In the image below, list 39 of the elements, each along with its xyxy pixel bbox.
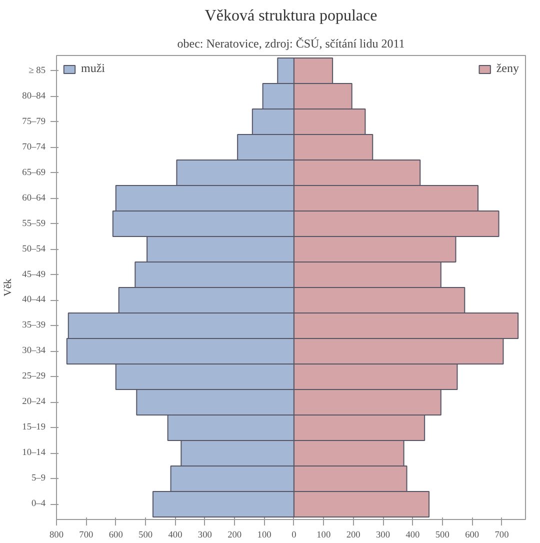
x-tick-label: 400 (168, 530, 183, 540)
x-tick-label: 500 (138, 530, 153, 540)
x-tick-label: 300 (376, 530, 390, 540)
y-tick-label: 35–39 (22, 320, 46, 331)
y-tick-label: 60–64 (22, 193, 46, 204)
x-tick-label: 200 (346, 530, 361, 540)
x-tick-label: 400 (406, 530, 420, 540)
y-tick-label: 45–49 (22, 270, 46, 280)
x-tick-label: 500 (435, 530, 450, 540)
y-tick-label: ≥ 85 (28, 66, 46, 76)
x-tick-label: 200 (228, 530, 242, 540)
y-tick-label: 5–9 (32, 474, 46, 484)
y-tick-label: 80–84 (22, 91, 46, 102)
y-tick-label: 25–29 (22, 372, 46, 382)
y-axis-title: Věk (3, 278, 14, 296)
y-tick-label: 0–4 (32, 499, 46, 510)
x-tick-label: 300 (198, 530, 212, 540)
legend-label: ženy (496, 61, 519, 76)
y-tick-label: 20–24 (22, 397, 46, 408)
y-tick-label: 30–34 (22, 346, 46, 356)
y-tick-label: 75–79 (22, 116, 46, 127)
x-tick-label: 800 (50, 530, 64, 540)
x-tick-label: 100 (257, 530, 272, 540)
x-tick-label: 600 (108, 530, 124, 540)
x-tick-label: 0 (292, 530, 297, 540)
chart-title: Věková struktura populace (204, 8, 378, 24)
chart-subtitle: obec: Neratovice, zdroj: ČSÚ, sčítání lidu 2011 (177, 36, 405, 50)
y-tick-label: 10–14 (22, 448, 46, 458)
y-tick-label: 40–44 (22, 295, 46, 306)
y-tick-label: 55–59 (22, 218, 46, 229)
y-tick-label: 65–69 (22, 168, 46, 178)
x-tick-label: 700 (494, 530, 510, 540)
x-tick-label: 700 (79, 530, 94, 540)
y-tick-label: 15–19 (22, 422, 46, 433)
x-tick-label: 600 (465, 530, 480, 540)
legend-label: muži (81, 61, 105, 76)
y-tick-label: 70–74 (22, 142, 46, 152)
x-tick-label: 100 (316, 530, 331, 540)
y-tick-label: 50–54 (22, 244, 46, 254)
